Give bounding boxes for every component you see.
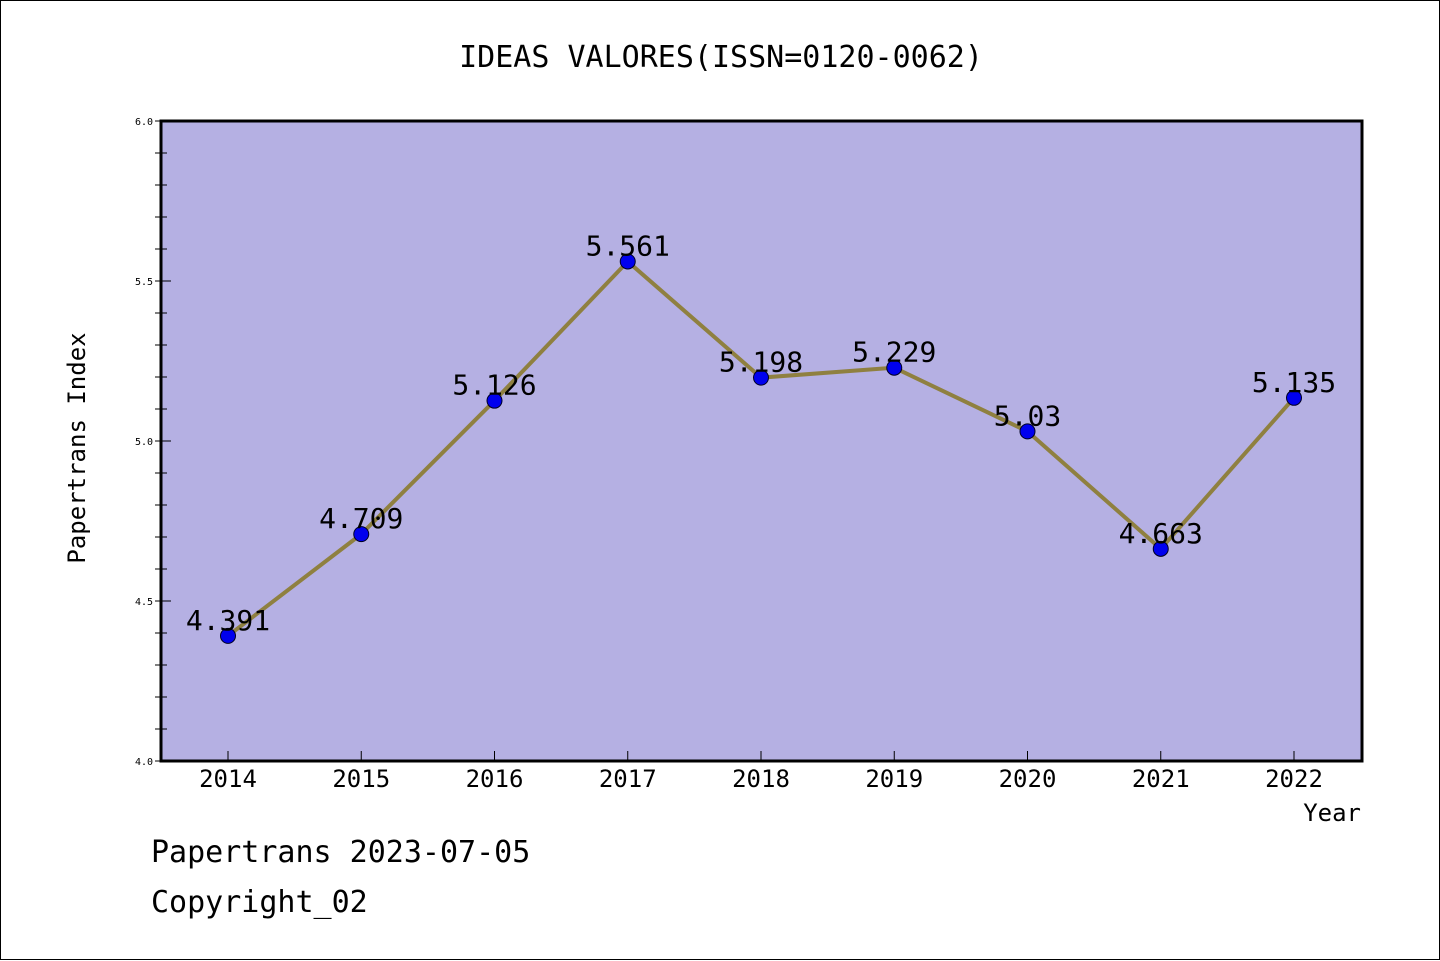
data-point (619, 253, 636, 270)
data-label: 5.561 (586, 229, 670, 262)
x-tick-label: 2019 (865, 765, 923, 793)
y-tick-label: 4.0 (135, 757, 153, 768)
y-tick-label: 5.5 (135, 277, 153, 288)
x-tick-label: 2016 (466, 765, 524, 793)
x-tick-label: 2022 (1265, 765, 1323, 793)
x-axis-label: Year (1303, 799, 1361, 827)
plot-area (161, 121, 1362, 761)
data-point (1286, 389, 1302, 406)
y-tick-label: 5.0 (135, 437, 153, 448)
y-axis-label: Papertrans Index (63, 332, 91, 563)
x-axis: 2014 2015 2016 2017 2018 2019 2020 2021 2022 (199, 751, 1323, 793)
data-label: 5.126 (452, 369, 536, 402)
data-label: 4.391 (186, 604, 270, 637)
footer-copyright: Copyright_02 (151, 885, 368, 920)
x-tick-label: 2015 (332, 765, 390, 793)
data-label: 5.03 (994, 399, 1061, 432)
data-labels: 4.391 4.709 5.126 5.561 5.198 5.229 5.03 4.663 5… (186, 229, 1336, 636)
plot-border (159, 119, 1364, 763)
data-point (486, 392, 503, 409)
y-tick-label: 6.0 (135, 117, 153, 128)
data-point (753, 369, 769, 386)
data-point (353, 526, 370, 543)
footer-date: Papertrans 2023-07-05 (151, 835, 531, 870)
x-tick-label: 2017 (599, 765, 657, 793)
data-points (220, 253, 1302, 644)
data-label: 4.663 (1119, 517, 1203, 550)
x-tick-label: 2021 (1132, 765, 1190, 793)
x-tick-label: 2020 (999, 765, 1057, 793)
data-point (1019, 423, 1036, 440)
data-label: 5.229 (852, 336, 936, 369)
chart-title: IDEAS VALORES(ISSN=0120-0062) (459, 40, 983, 75)
data-label: 5.198 (719, 346, 803, 379)
data-point (886, 359, 903, 376)
data-label: 5.135 (1252, 366, 1336, 399)
data-label: 4.709 (319, 502, 403, 535)
y-tick-label: 4.5 (135, 597, 153, 608)
x-tick-label: 2014 (199, 765, 257, 793)
x-tick-label: 2018 (732, 765, 790, 793)
data-point (1152, 540, 1169, 557)
data-point (220, 627, 236, 644)
